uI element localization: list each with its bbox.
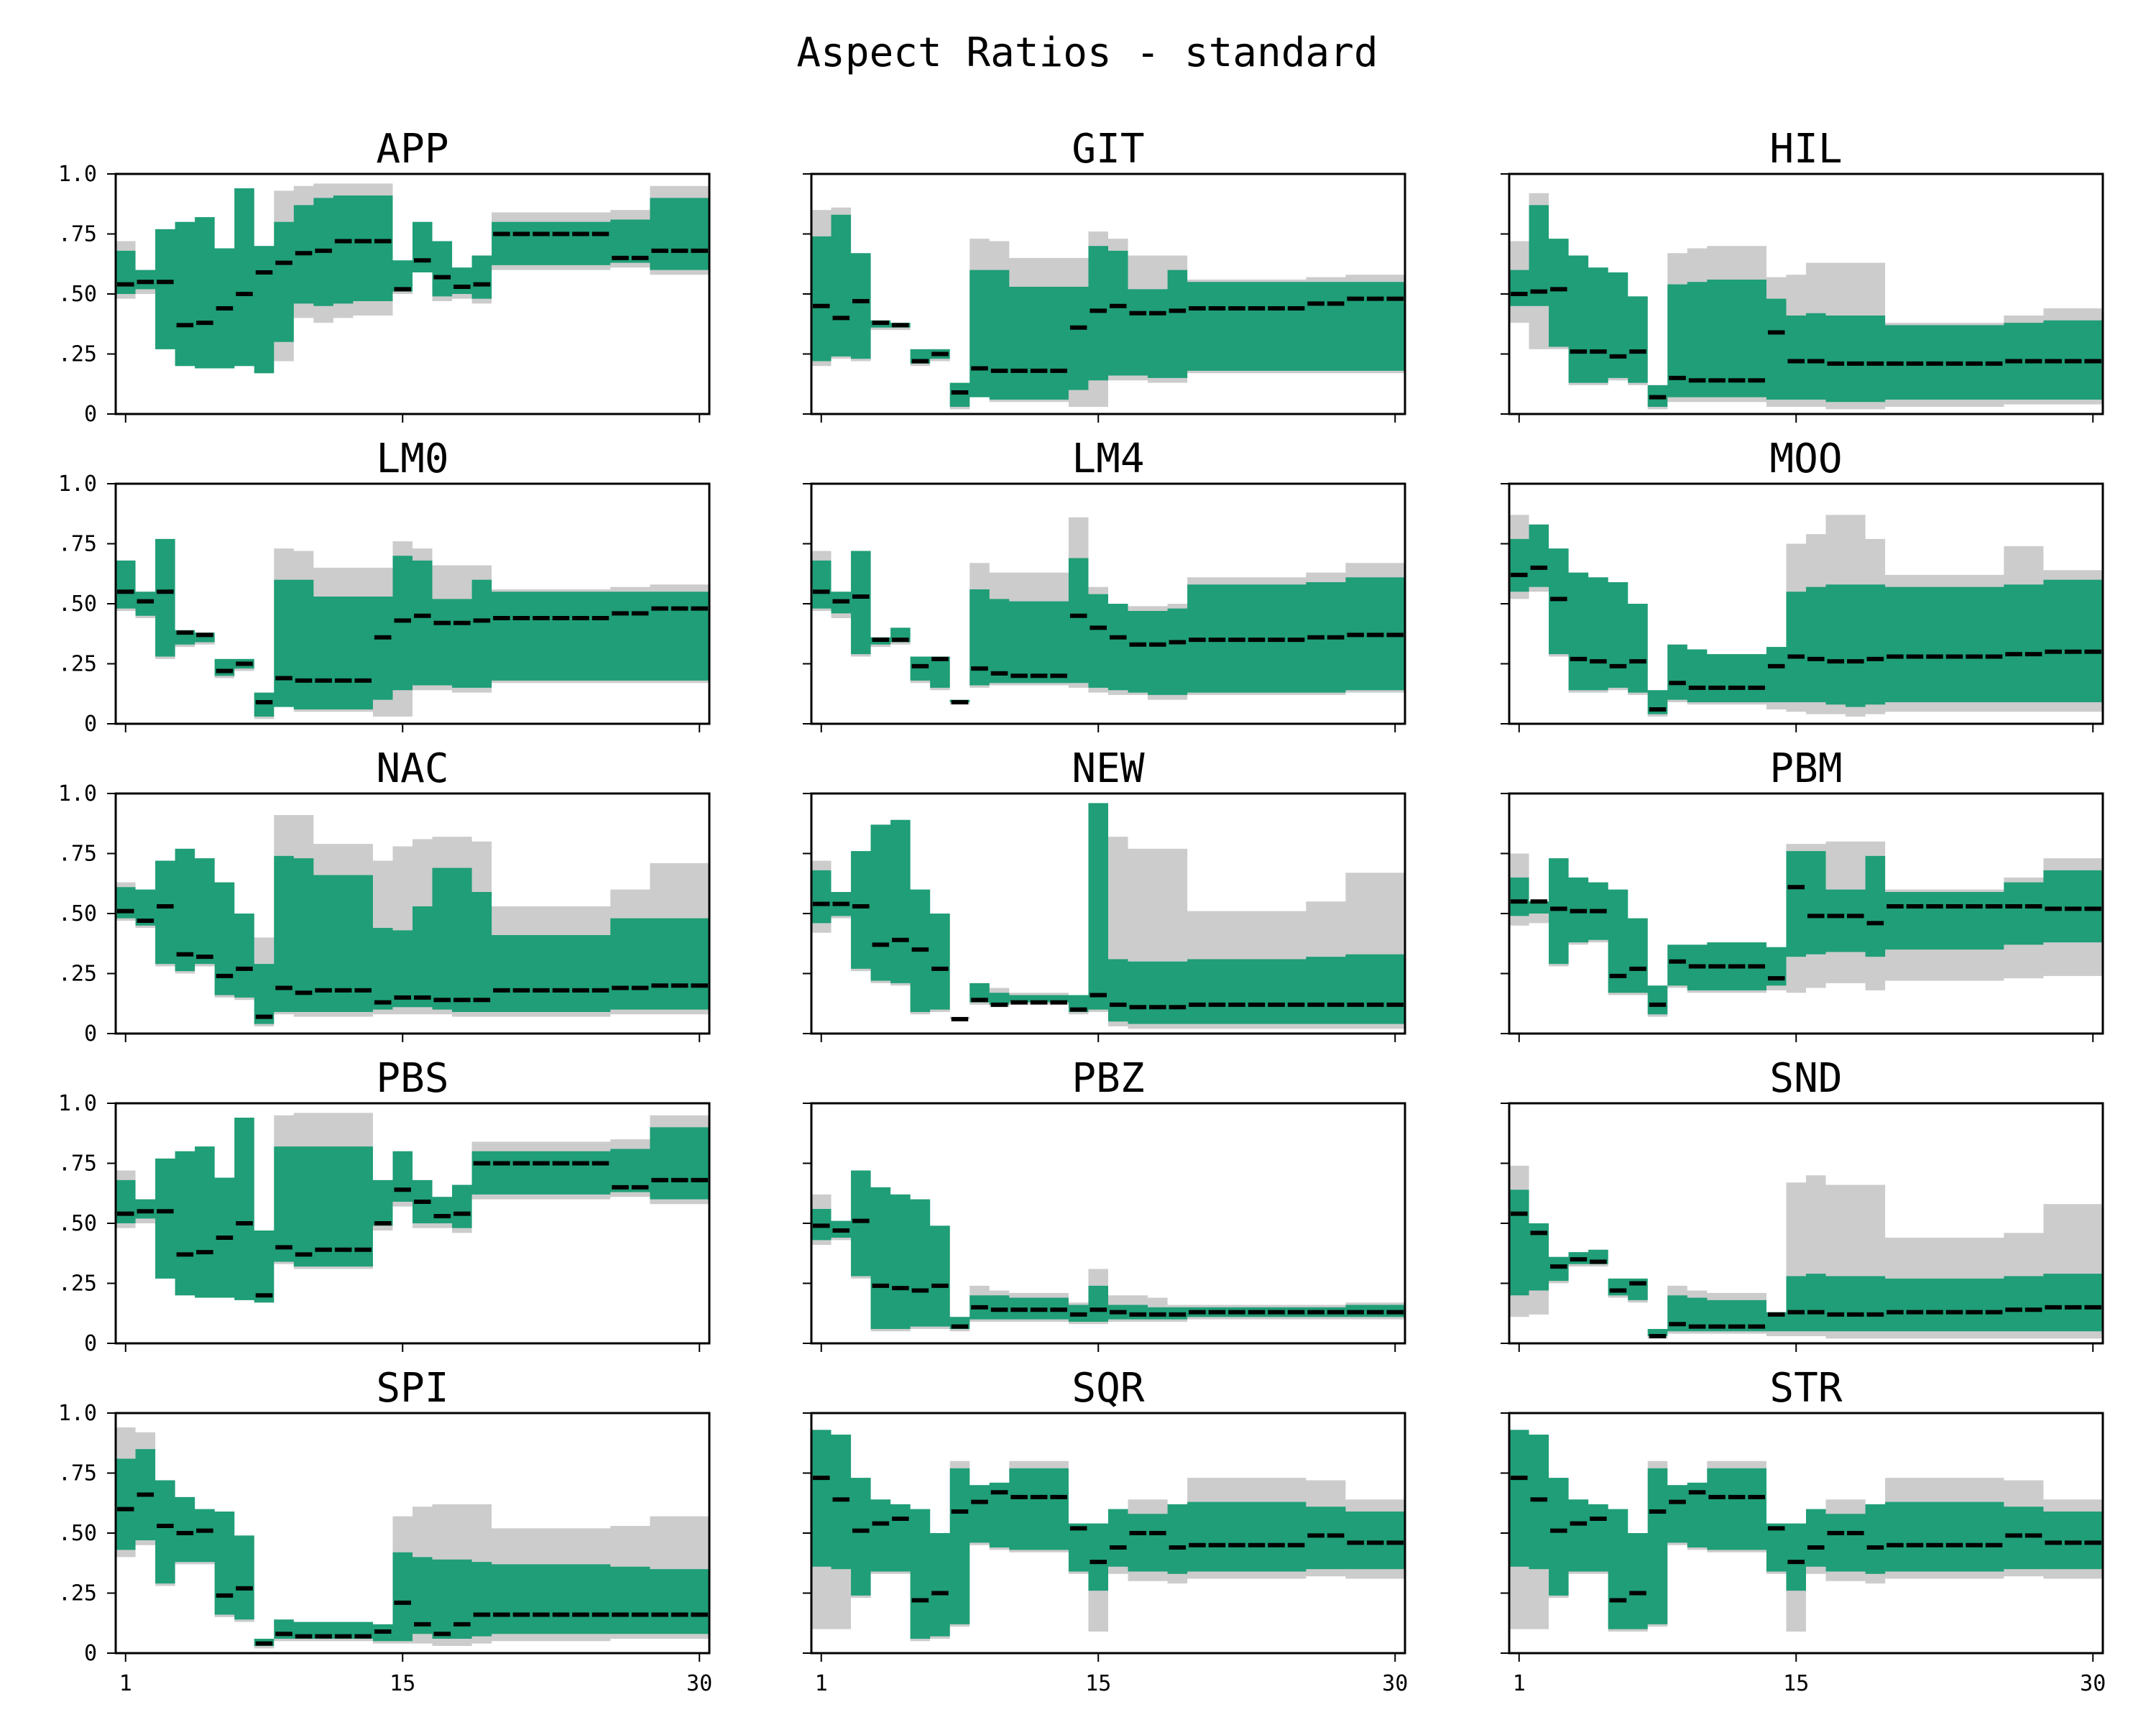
inner-range-band bbox=[811, 803, 1405, 1024]
panel-title: NAC bbox=[376, 745, 448, 792]
panel-hil: HIL bbox=[1501, 126, 2104, 423]
y-tick-label: 1.0 bbox=[58, 1401, 97, 1426]
panel-moo: MOO bbox=[1501, 436, 2104, 732]
panel-git: GIT bbox=[803, 126, 1406, 423]
panel-title: LM4 bbox=[1072, 436, 1144, 482]
panel-str: STR 1 15 30 bbox=[1501, 1365, 2106, 1696]
x-tick-label: 1 bbox=[119, 1671, 132, 1696]
y-tick-label: 0 bbox=[84, 712, 97, 737]
x-tick-label: 30 bbox=[1382, 1671, 1408, 1696]
inner-range-band bbox=[116, 538, 709, 717]
panel-pbz: PBZ bbox=[803, 1055, 1406, 1352]
x-tick-label: 1 bbox=[1513, 1671, 1526, 1696]
panel-pbs: PBS 0 .25 .50 .75 1.0 bbox=[58, 1055, 711, 1356]
y-tick-label: 0 bbox=[84, 402, 97, 427]
y-tick-label: .50 bbox=[58, 1211, 97, 1236]
panel-pbm: PBM bbox=[1501, 745, 2104, 1042]
y-tick-label: 0 bbox=[84, 1331, 97, 1356]
y-tick-label: 1.0 bbox=[58, 162, 97, 187]
y-tick-label: .75 bbox=[58, 222, 97, 247]
y-tick-label: 1.0 bbox=[58, 472, 97, 497]
y-tick-label: .25 bbox=[58, 962, 97, 987]
panel-title: LM0 bbox=[376, 436, 448, 482]
panel-title: PBZ bbox=[1072, 1055, 1144, 1102]
inner-range-band bbox=[811, 551, 1405, 702]
panel-title: SQR bbox=[1072, 1365, 1144, 1412]
inner-range-band bbox=[1509, 524, 2103, 714]
inner-range-band bbox=[1509, 1430, 2103, 1629]
y-tick-label: .75 bbox=[58, 1461, 97, 1486]
y-tick-label: 1.0 bbox=[58, 781, 97, 806]
x-tick-label: 15 bbox=[1085, 1671, 1111, 1696]
y-tick-label: .50 bbox=[58, 901, 97, 926]
panel-title: GIT bbox=[1072, 126, 1144, 172]
y-tick-label: .25 bbox=[58, 652, 97, 677]
panel-lm0: LM0 0 .25 .50 .75 1.0 bbox=[58, 436, 711, 737]
x-tick-label: 15 bbox=[1783, 1671, 1809, 1696]
y-tick-label: 0 bbox=[84, 1641, 97, 1666]
panel-title: STR bbox=[1769, 1365, 1842, 1412]
y-tick-label: .50 bbox=[58, 282, 97, 307]
y-tick-label: .50 bbox=[58, 1521, 97, 1546]
y-tick-label: .75 bbox=[58, 532, 97, 557]
y-tick-label: .75 bbox=[58, 1151, 97, 1177]
inner-range-band bbox=[1509, 205, 2103, 407]
x-tick-label: 30 bbox=[2080, 1671, 2106, 1696]
y-tick-label: 1.0 bbox=[58, 1091, 97, 1116]
panel-title: PBM bbox=[1769, 745, 1842, 792]
figure-title: Aspect Ratios - standard bbox=[796, 29, 1378, 76]
panel-new: NEW bbox=[803, 745, 1406, 1042]
panel-lm4: LM4 bbox=[803, 436, 1406, 732]
panel-title: PBS bbox=[376, 1055, 448, 1102]
panel-sqr: SQR 1 15 30 bbox=[803, 1365, 1408, 1696]
panel-spi: SPI 0 .25 .50 .75 1.0 1 15 30 bbox=[58, 1365, 712, 1696]
inner-range-band bbox=[811, 1430, 1405, 1639]
panel-title: NEW bbox=[1072, 745, 1144, 792]
x-tick-label: 30 bbox=[686, 1671, 712, 1696]
panel-title: HIL bbox=[1769, 126, 1842, 172]
y-tick-label: .75 bbox=[58, 842, 97, 867]
y-tick-label: .50 bbox=[58, 592, 97, 617]
panel-snd: SND bbox=[1501, 1055, 2104, 1352]
x-tick-label: 1 bbox=[815, 1671, 828, 1696]
x-tick-label: 15 bbox=[390, 1671, 415, 1696]
inner-range-band bbox=[116, 848, 709, 1024]
inner-range-band bbox=[116, 1449, 709, 1646]
y-tick-label: .25 bbox=[58, 1271, 97, 1297]
panel-title: MOO bbox=[1769, 436, 1842, 482]
panel-title: SND bbox=[1769, 1055, 1842, 1102]
inner-range-band bbox=[811, 1170, 1405, 1329]
inner-range-band bbox=[1509, 851, 2103, 1015]
inner-range-band bbox=[811, 214, 1405, 407]
y-tick-label: .25 bbox=[58, 1581, 97, 1606]
panel-title: SPI bbox=[376, 1365, 448, 1412]
panel-nac: NAC 0 .25 .50 .75 1.0 bbox=[58, 745, 711, 1046]
y-tick-label: .25 bbox=[58, 342, 97, 367]
panel-app: APP 0 .25 .50 .75 1.0 bbox=[58, 126, 711, 427]
y-tick-label: 0 bbox=[84, 1021, 97, 1046]
inner-range-band bbox=[1509, 1190, 2103, 1336]
panel-title: APP bbox=[376, 126, 448, 172]
